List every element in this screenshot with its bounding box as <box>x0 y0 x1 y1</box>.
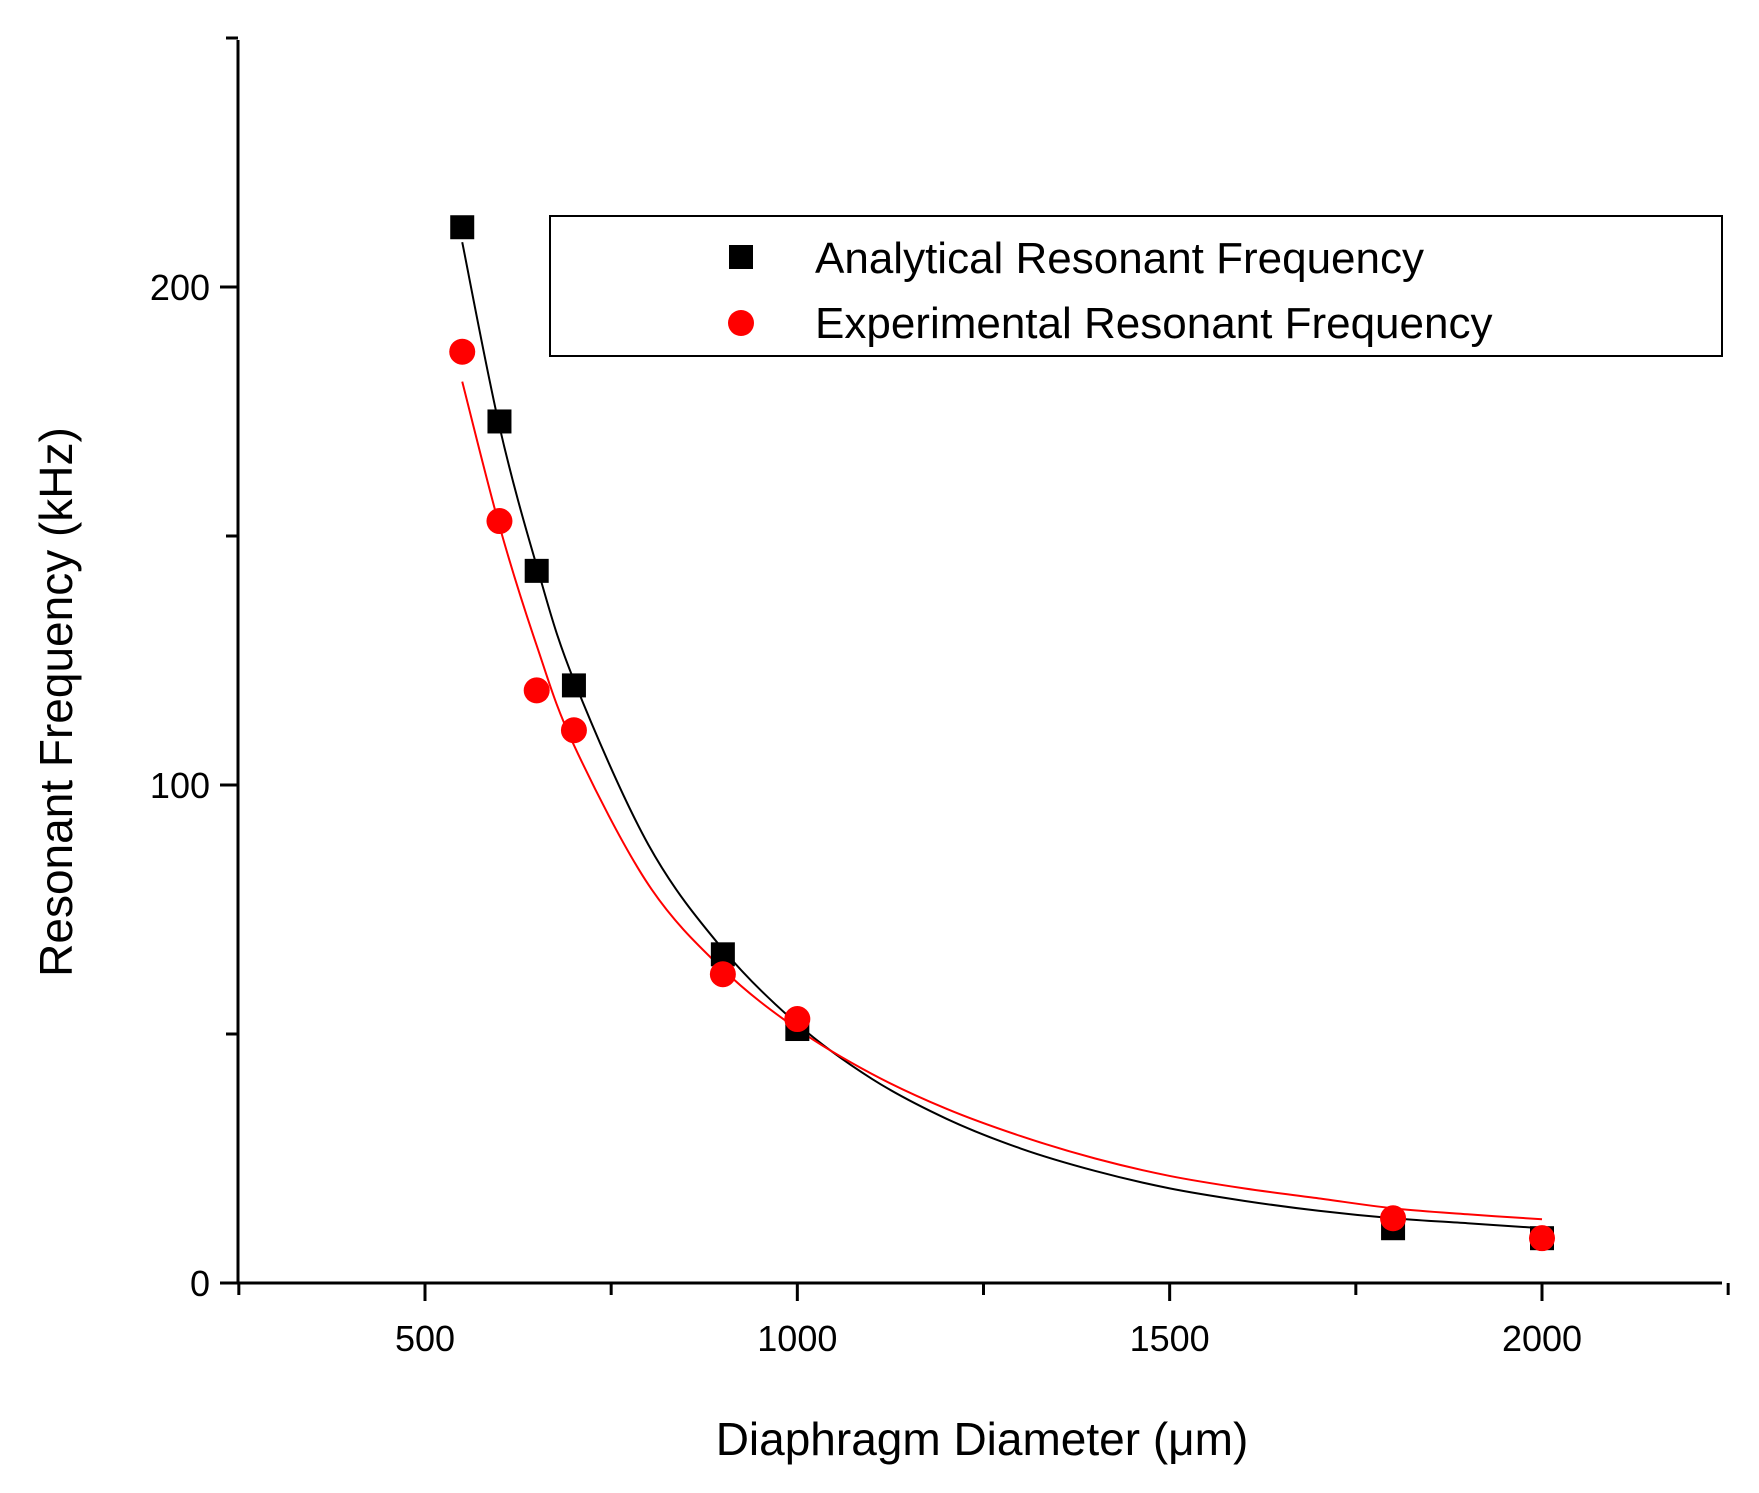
ticks: 500 1000 1500 2000 0 100 200 <box>150 36 1730 1359</box>
fit-curves <box>461 241 1543 1230</box>
legend: Analytical Resonant Frequency Experiment… <box>549 215 1723 357</box>
legend-label-analytical: Analytical Resonant Frequency <box>815 234 1424 283</box>
experimental-point <box>784 1006 811 1033</box>
x-tick-label-2000: 2000 <box>1502 1318 1582 1359</box>
data-points <box>449 215 1555 1252</box>
y-tick-label-200: 200 <box>150 267 210 308</box>
y-tick-label-100: 100 <box>150 765 210 806</box>
analytical-point <box>450 215 475 240</box>
experimental-point <box>709 961 736 988</box>
x-axis-title: Diaphragm Diameter (μm) <box>716 1413 1249 1465</box>
x-tick-label-500: 500 <box>395 1318 455 1359</box>
analytical-fit-curve <box>461 241 1543 1230</box>
experimental-point <box>449 338 476 365</box>
experimental-point <box>523 677 550 704</box>
legend-marker-experimental-icon <box>728 310 754 336</box>
axes <box>236 40 1722 1285</box>
experimental-fit-curve <box>461 381 1543 1221</box>
experimental-point <box>486 508 513 535</box>
x-tick-label-1500: 1500 <box>1130 1318 1210 1359</box>
analytical-point <box>487 409 512 434</box>
legend-label-experimental: Experimental Resonant Frequency <box>815 299 1492 348</box>
analytical-point <box>524 558 549 583</box>
experimental-point <box>560 717 587 744</box>
x-tick-label-1000: 1000 <box>757 1318 837 1359</box>
legend-marker-analytical-icon <box>729 245 753 269</box>
experimental-point <box>1380 1205 1407 1232</box>
y-tick-label-0: 0 <box>190 1263 210 1304</box>
experimental-point <box>1529 1225 1555 1252</box>
y-axis-title: Resonant Frequency (kHz) <box>30 427 82 977</box>
analytical-point <box>561 673 586 698</box>
